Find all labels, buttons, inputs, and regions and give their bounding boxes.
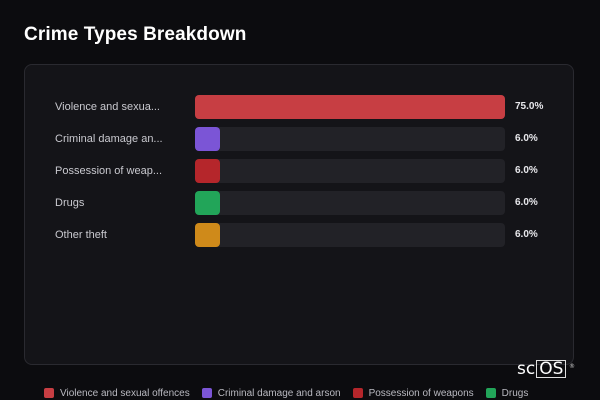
legend-swatch [44, 388, 54, 398]
legend-swatch [201, 388, 212, 398]
bar-row: Violence and sexua... 75.0% [55, 95, 555, 119]
bar-value-label: 75.0% [515, 101, 544, 112]
bar [195, 127, 220, 151]
bar-value-label: 6.0% [515, 133, 538, 144]
bar-value-label: 6.0% [515, 229, 538, 240]
chart-legend: Violence and sexual offences Criminal dam… [44, 386, 528, 400]
bar-category-label: Violence and sexua... [55, 101, 160, 113]
bar-value-label: 6.0% [515, 165, 538, 176]
chart-title: Crime Types Breakdown [24, 24, 247, 45]
legend-item: Possession of weapons [352, 387, 474, 399]
legend-label: Possession of weapons [368, 387, 474, 399]
chart-panel: Violence and sexua... 75.0% Criminal damag… [24, 64, 574, 365]
logo-os: OS [536, 360, 567, 378]
legend-label: Violence and sexual offences [60, 387, 190, 399]
legend-label: Drugs [501, 387, 529, 399]
bar-row: Drugs 6.0% [55, 191, 555, 215]
bar-category-label: Other theft [55, 229, 107, 241]
legend-swatch [485, 388, 496, 398]
bar [195, 191, 220, 215]
bar-track [195, 127, 505, 151]
bar-track [195, 159, 505, 183]
logo-registered-mark: ® [569, 363, 575, 370]
legend-item: Criminal damage and arson [201, 387, 341, 399]
bar-category-label: Drugs [55, 197, 85, 209]
bar [195, 223, 220, 247]
scos-logo: sc OS ® [517, 358, 575, 380]
bar [195, 159, 220, 183]
bar-track [195, 191, 505, 215]
bar-row: Possession of weap... 6.0% [55, 159, 555, 183]
bar-row: Criminal damage an... 6.0% [55, 127, 555, 151]
logo-sc: sc [517, 359, 536, 379]
legend-item: Violence and sexual offences [44, 388, 190, 399]
bar-track [195, 95, 505, 119]
bar-category-label: Possession of weap... [55, 165, 163, 177]
legend-item: Drugs [485, 387, 529, 399]
bar-category-label: Criminal damage an... [55, 133, 163, 145]
legend-label: Criminal damage and arson [217, 387, 341, 399]
bar [195, 95, 505, 119]
bar-value-label: 6.0% [515, 197, 538, 208]
bar-row: Other theft 6.0% [55, 223, 555, 247]
bar-track [195, 223, 505, 247]
legend-swatch [352, 388, 363, 398]
